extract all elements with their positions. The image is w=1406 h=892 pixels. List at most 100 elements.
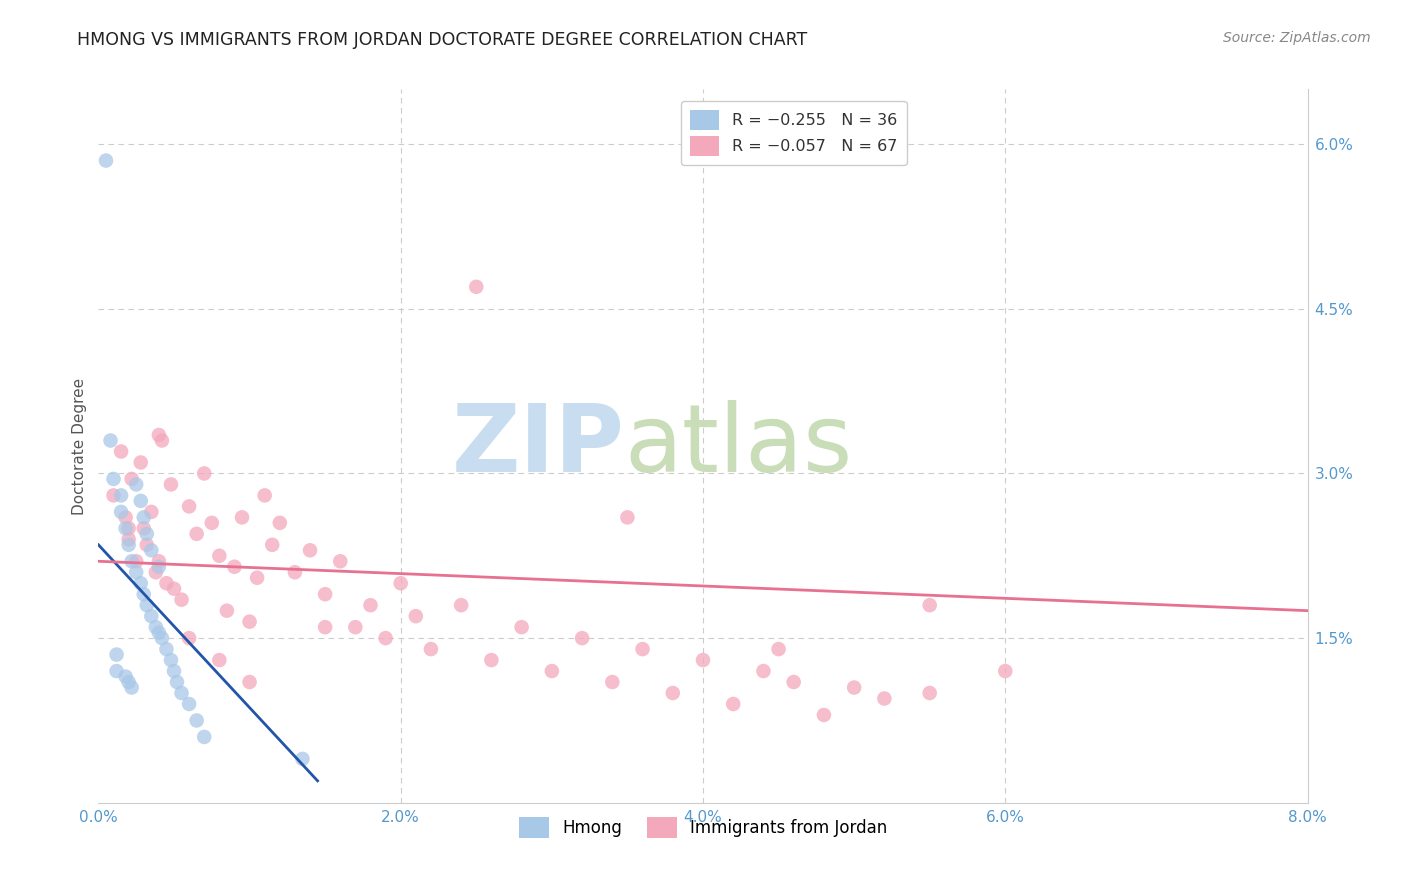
Point	[160, 477, 183, 491]
Point	[329, 554, 352, 568]
Point	[170, 686, 193, 700]
Point	[246, 571, 269, 585]
Point	[768, 642, 790, 657]
Point	[121, 472, 143, 486]
Point	[231, 510, 253, 524]
Point	[186, 714, 208, 728]
Point	[465, 280, 488, 294]
Point	[269, 516, 291, 530]
Point	[179, 500, 201, 514]
Point	[118, 533, 141, 547]
Point	[155, 576, 177, 591]
Point	[179, 697, 201, 711]
Point	[179, 631, 201, 645]
Point	[540, 664, 562, 678]
Point	[148, 428, 170, 442]
Point	[166, 675, 188, 690]
Point	[299, 543, 322, 558]
Point	[100, 434, 122, 448]
Point	[723, 697, 745, 711]
Point	[374, 631, 396, 645]
Point	[420, 642, 443, 657]
Point	[193, 730, 215, 744]
Text: atlas: atlas	[624, 400, 852, 492]
Point	[150, 631, 173, 645]
Point	[121, 554, 143, 568]
Point	[118, 521, 141, 535]
Point	[291, 752, 314, 766]
Point	[253, 488, 276, 502]
Point	[616, 510, 638, 524]
Point	[110, 488, 132, 502]
Point	[141, 609, 163, 624]
Point	[114, 521, 136, 535]
Point	[692, 653, 714, 667]
Point	[129, 455, 152, 469]
Point	[284, 566, 307, 580]
Point	[314, 587, 336, 601]
Point	[602, 675, 624, 690]
Point	[103, 472, 125, 486]
Point	[314, 620, 336, 634]
Point	[170, 592, 193, 607]
Point	[145, 566, 167, 580]
Point	[132, 521, 155, 535]
Point	[129, 576, 152, 591]
Point	[125, 477, 148, 491]
Point	[155, 642, 177, 657]
Point	[571, 631, 593, 645]
Point	[105, 664, 128, 678]
Point	[752, 664, 775, 678]
Point	[110, 444, 132, 458]
Point	[121, 681, 143, 695]
Point	[389, 576, 412, 591]
Point	[661, 686, 683, 700]
Point	[94, 153, 117, 168]
Point	[782, 675, 804, 690]
Point	[918, 598, 941, 612]
Point	[160, 653, 183, 667]
Point	[262, 538, 284, 552]
Point	[118, 675, 141, 690]
Point	[405, 609, 427, 624]
Point	[186, 526, 208, 541]
Point	[163, 582, 186, 596]
Point	[813, 708, 835, 723]
Point	[110, 505, 132, 519]
Point	[208, 549, 231, 563]
Point	[193, 467, 215, 481]
Text: Source: ZipAtlas.com: Source: ZipAtlas.com	[1223, 31, 1371, 45]
Point	[114, 510, 136, 524]
Point	[224, 559, 246, 574]
Point	[450, 598, 472, 612]
Point	[118, 538, 141, 552]
Point	[135, 598, 157, 612]
Point	[844, 681, 866, 695]
Point	[129, 494, 152, 508]
Text: HMONG VS IMMIGRANTS FROM JORDAN DOCTORATE DEGREE CORRELATION CHART: HMONG VS IMMIGRANTS FROM JORDAN DOCTORAT…	[77, 31, 807, 49]
Point	[239, 675, 262, 690]
Point	[510, 620, 533, 634]
Point	[105, 648, 128, 662]
Point	[132, 587, 155, 601]
Point	[163, 664, 186, 678]
Point	[344, 620, 367, 634]
Point	[145, 620, 167, 634]
Point	[103, 488, 125, 502]
Point	[148, 559, 170, 574]
Point	[201, 516, 224, 530]
Y-axis label: Doctorate Degree: Doctorate Degree	[72, 377, 87, 515]
Point	[141, 543, 163, 558]
Point	[132, 510, 155, 524]
Point	[135, 538, 157, 552]
Point	[141, 505, 163, 519]
Point	[125, 566, 148, 580]
Point	[215, 604, 238, 618]
Point	[114, 669, 136, 683]
Point	[125, 554, 148, 568]
Point	[918, 686, 941, 700]
Point	[148, 625, 170, 640]
Point	[208, 653, 231, 667]
Text: ZIP: ZIP	[451, 400, 624, 492]
Point	[873, 691, 896, 706]
